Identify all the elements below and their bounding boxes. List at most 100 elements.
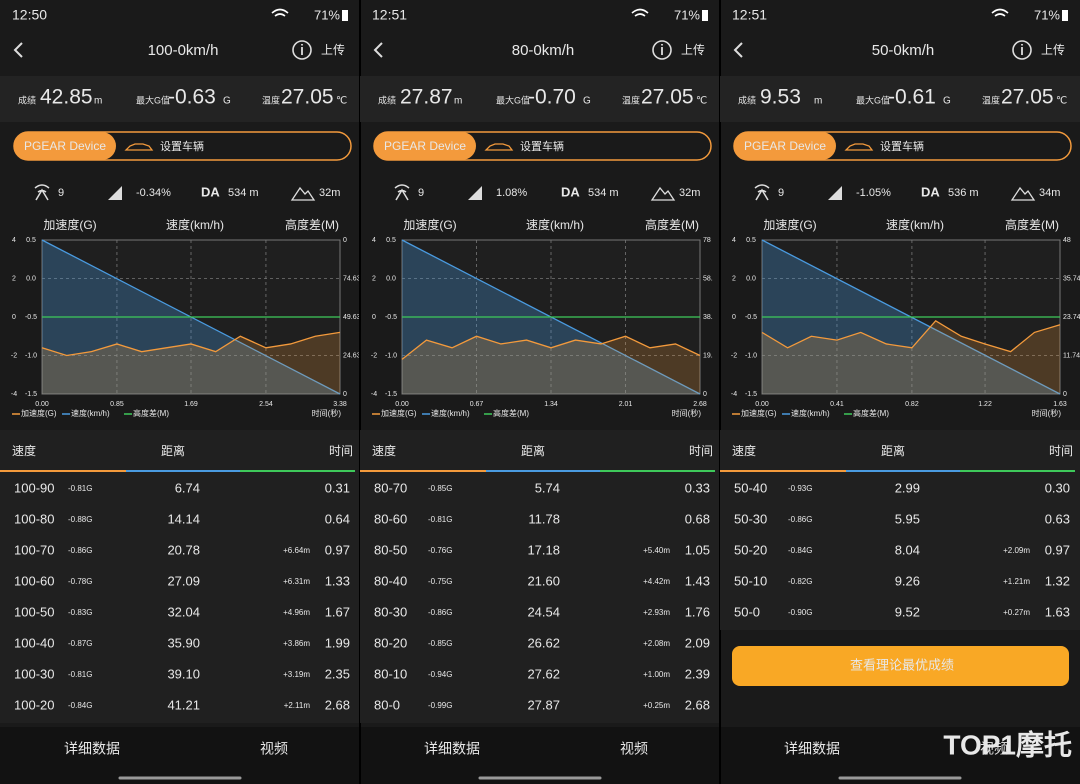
car-icon	[844, 143, 874, 151]
tab-active[interactable]	[374, 132, 476, 160]
nav-tab[interactable]: 视频	[260, 741, 288, 757]
acc-tick-label: 0.0	[386, 275, 396, 282]
tab-active[interactable]	[14, 132, 116, 160]
row-distance: 5.95	[895, 511, 920, 526]
nav-tab[interactable]: 详细数据	[64, 741, 120, 757]
battery: 71%	[674, 7, 700, 22]
acc-tick-label: 0.0	[746, 275, 756, 282]
acc-tick-label: -1.0	[25, 352, 37, 359]
nav-tab[interactable]: 详细数据	[424, 741, 480, 757]
battery-icon	[702, 10, 708, 21]
stat-value: 27.87	[400, 86, 453, 109]
stat-label: 温度	[982, 94, 1000, 105]
legend-label: 高度差(M)	[853, 408, 889, 418]
tab-label[interactable]: PGEAR Device	[384, 139, 466, 153]
nav-tab[interactable]: 视频	[980, 741, 1008, 757]
da-label: DA	[561, 184, 580, 199]
row-distance: 27.87	[527, 697, 560, 712]
row-alt: +2.93m	[643, 608, 670, 617]
page-title: 80-0km/h	[512, 42, 575, 59]
tab-label[interactable]: 设置车辆	[160, 139, 204, 153]
row-distance: 17.18	[527, 542, 560, 557]
row-g: -0.87G	[68, 639, 92, 648]
back-button[interactable]	[733, 42, 743, 58]
slope-icon	[468, 186, 482, 200]
slope: -0.34%	[136, 187, 171, 199]
x-tick-label: 1.63	[1053, 401, 1067, 408]
row-alt: +6.64m	[283, 546, 310, 555]
row-alt: +0.27m	[1003, 608, 1030, 617]
stat-label: 最大G值	[856, 94, 890, 105]
acc-tick-label: -1.0	[385, 352, 397, 359]
stats-bar	[720, 76, 1080, 122]
stat-value: 42.85	[40, 86, 93, 109]
best-result-button[interactable]	[732, 646, 1069, 686]
acc-tick-label: 0.5	[746, 237, 756, 244]
upload-button[interactable]: 上传	[321, 42, 345, 57]
tab-label[interactable]: 设置车辆	[520, 139, 564, 153]
row-alt: +2.09m	[1003, 546, 1030, 555]
acc-tick-label: -0.5	[745, 314, 757, 321]
altitude: 32m	[319, 187, 340, 199]
back-button[interactable]	[13, 42, 23, 58]
page-title: 50-0km/h	[872, 42, 935, 59]
density-altitude: 534 m	[228, 187, 259, 199]
row-g: -0.81G	[68, 484, 92, 493]
row-g: -0.81G	[68, 670, 92, 679]
row-distance: 9.26	[895, 573, 920, 588]
row-distance: 5.74	[535, 480, 560, 495]
table-header: 距离	[881, 443, 905, 458]
upload-button[interactable]: 上传	[681, 42, 705, 57]
row-alt: +4.96m	[283, 608, 310, 617]
row-time: 0.68	[685, 511, 710, 526]
stat-unit: G	[583, 96, 591, 107]
speed-tick-label: 0	[343, 237, 347, 244]
stat-label: 成绩	[738, 94, 756, 105]
speed-tick-label: 19.	[703, 352, 713, 359]
info-button[interactable]	[292, 40, 312, 60]
chart-label: 加速度(G)	[763, 217, 816, 232]
speed-range: 80-40	[374, 573, 407, 588]
x-tick-label: 0.41	[830, 401, 844, 408]
tab-active[interactable]	[734, 132, 836, 160]
speed-tick-label: 0	[703, 391, 707, 398]
alt-tick-label: -4	[11, 391, 17, 398]
button-label[interactable]: 查看理论最优成绩	[850, 657, 954, 672]
row-distance: 11.78	[528, 511, 560, 526]
upload-button[interactable]: 上传	[1041, 42, 1065, 57]
tab-label[interactable]: PGEAR Device	[744, 139, 826, 153]
stat-value: -0.70	[528, 86, 576, 109]
row-time: 2.09	[685, 635, 710, 650]
table-header: 速度	[12, 443, 36, 458]
row-g: -0.82G	[788, 577, 812, 586]
satellite-icon	[754, 184, 770, 201]
nav-tab[interactable]: 详细数据	[784, 741, 840, 757]
stat-value: -0.63	[168, 86, 216, 109]
x-tick-label: 0.00	[755, 401, 769, 408]
car-icon	[124, 143, 154, 151]
car-icon	[484, 143, 514, 151]
tab-label[interactable]: PGEAR Device	[24, 139, 106, 153]
back-button[interactable]	[373, 42, 383, 58]
x-tick-label: 3.38	[333, 401, 347, 408]
row-time: 2.35	[325, 666, 350, 681]
slope-icon	[828, 186, 842, 200]
row-alt: +1.00m	[643, 670, 670, 679]
info-button[interactable]	[652, 40, 672, 60]
tab-label[interactable]: 设置车辆	[880, 139, 924, 153]
stat-unit: ℃	[336, 96, 347, 107]
acc-area	[762, 320, 1060, 394]
mountain-icon	[1010, 186, 1036, 201]
speed-range: 80-0	[374, 697, 400, 712]
page-title: 100-0km/h	[148, 42, 219, 59]
legend-label: 速度(km/h)	[71, 408, 110, 418]
battery-icon	[1062, 10, 1068, 21]
nav-tab[interactable]: 视频	[620, 741, 648, 757]
stat-label: 成绩	[378, 94, 396, 105]
speed-tick-label: 48	[1063, 237, 1071, 244]
stat-unit: m	[454, 96, 462, 107]
info-button[interactable]	[1012, 40, 1032, 60]
slope: 1.08%	[496, 187, 527, 199]
x-tick-label: 1.34	[544, 401, 558, 408]
acc-tick-label: -1.0	[745, 352, 757, 359]
